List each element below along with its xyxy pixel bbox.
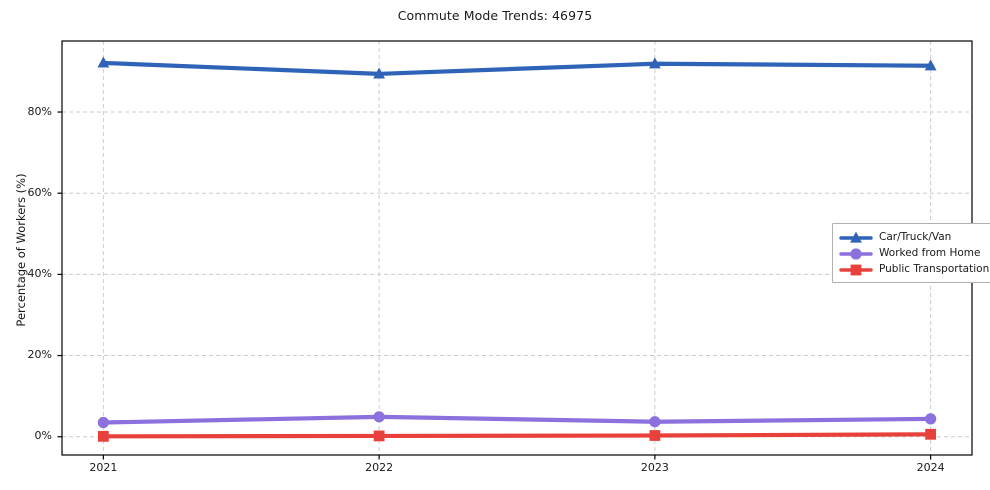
plot-background (62, 41, 972, 455)
data-point-marker (373, 411, 385, 423)
chart-title: Commute Mode Trends: 46975 (397, 8, 593, 23)
data-point-marker (373, 430, 385, 442)
y-tick-label: 40% (27, 266, 52, 280)
legend-label: Public Transportation (879, 263, 990, 275)
data-series (97, 428, 937, 442)
legend-marker-icon (839, 230, 873, 244)
x-tick-label: 2023 (640, 461, 669, 474)
legend-label: Car/Truck/Van (879, 231, 952, 243)
data-series (97, 56, 937, 79)
legend-label: Worked from Home (879, 247, 981, 259)
data-point-marker (649, 430, 661, 441)
y-tick-label: 20% (27, 348, 52, 362)
legend-marker-icon (839, 246, 873, 260)
legend-marker-icon (839, 262, 873, 276)
y-tick-label: 80% (27, 104, 52, 118)
data-point-marker (648, 57, 661, 69)
x-tick-label: 2022 (365, 461, 394, 474)
chart-legend: Car/Truck/Van Worked from Home Public Tran… (832, 223, 990, 283)
legend-item[interactable]: Worked from Home (839, 245, 989, 261)
data-point-marker (925, 428, 937, 440)
x-tick-label: 2021 (89, 461, 118, 474)
x-tick-label: 2024 (916, 461, 945, 474)
legend-item[interactable]: Public Transportation (839, 261, 989, 277)
data-point-marker (924, 59, 937, 71)
data-point-marker (97, 430, 109, 442)
data-point-marker (373, 67, 386, 79)
axis-ticks (57, 111, 932, 460)
y-tick-label: 60% (27, 185, 52, 199)
y-tick-label: 0% (34, 429, 52, 443)
data-series-layer (97, 56, 937, 442)
data-series (97, 411, 937, 429)
data-point-marker (649, 416, 661, 428)
data-point-marker (97, 56, 110, 68)
data-point-marker (97, 416, 109, 429)
legend-item[interactable]: Car/Truck/Van (839, 229, 989, 245)
data-point-marker (925, 413, 937, 425)
